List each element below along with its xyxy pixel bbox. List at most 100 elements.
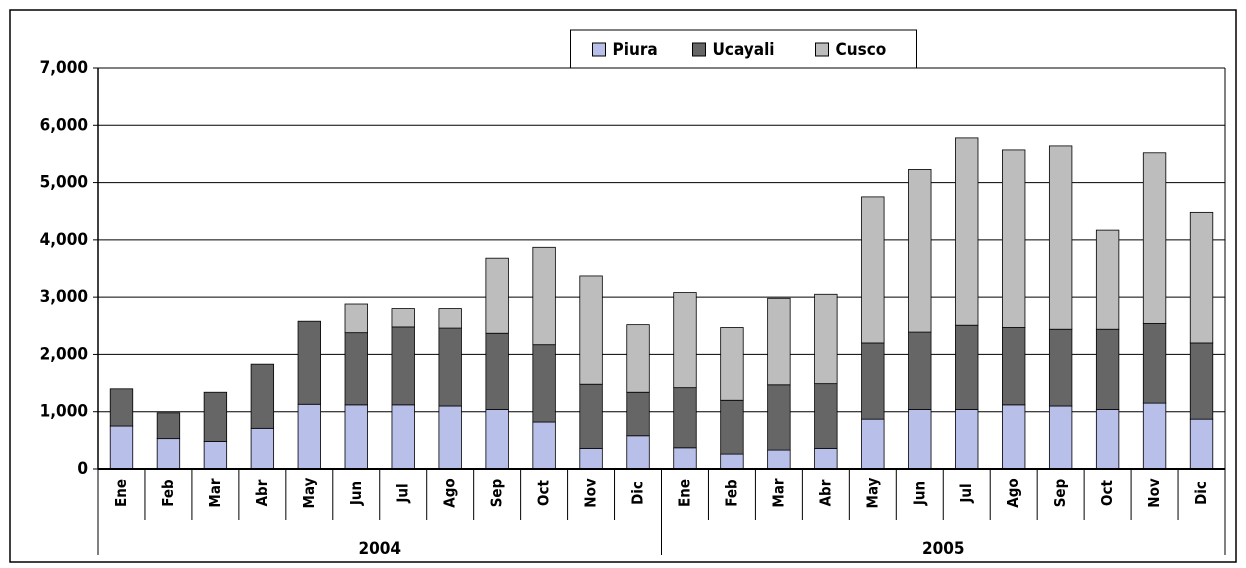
x-tick-label: May xyxy=(300,477,318,508)
bar-segment xyxy=(908,409,932,470)
bar-segment xyxy=(955,409,979,470)
bar-segment xyxy=(391,404,415,470)
bar-segment xyxy=(438,308,462,329)
bar-segment xyxy=(673,447,697,470)
bar-segment xyxy=(626,324,650,393)
bar-segment xyxy=(1048,405,1073,470)
bar-segment xyxy=(720,327,744,401)
x-tick-label: Ago xyxy=(441,478,459,507)
bar-segment xyxy=(485,409,509,470)
bar-segment xyxy=(109,425,134,470)
x-tick-label: Jul xyxy=(394,483,412,503)
bar-segment xyxy=(438,327,462,407)
bar-segment xyxy=(344,332,368,406)
x-tick-label: Abr xyxy=(816,479,834,506)
bar-segment xyxy=(626,435,650,470)
x-tick-label: Dic xyxy=(629,481,647,505)
x-tick-label: Feb xyxy=(159,479,177,507)
bar-segment xyxy=(908,168,932,333)
bar-segment xyxy=(532,344,556,423)
x-tick-label: Sep xyxy=(1051,478,1069,507)
bar-segment xyxy=(1048,328,1073,407)
bar-segment xyxy=(250,427,275,470)
bar-segment xyxy=(344,404,368,470)
x-tick-label: Mar xyxy=(206,478,224,508)
legend-label: Piura xyxy=(613,40,658,60)
bar-segment xyxy=(1095,409,1120,470)
bar-segment xyxy=(1142,402,1167,470)
bar-segment xyxy=(485,257,509,334)
bar-segment xyxy=(626,391,650,437)
bar-segment xyxy=(814,383,838,449)
bar-segment xyxy=(203,441,228,470)
y-tick-label: 0 xyxy=(77,459,88,479)
bar-segment xyxy=(391,308,415,328)
bar-segment xyxy=(579,383,603,449)
x-tick-label: Feb xyxy=(722,479,740,507)
bar-segment xyxy=(955,137,979,326)
bar-segment xyxy=(767,449,791,470)
bar-segment xyxy=(109,388,134,427)
y-tick-label: 1,000 xyxy=(40,402,88,422)
bar-segment xyxy=(579,275,603,385)
x-tick-label: Ago xyxy=(1004,478,1022,507)
bar-segment xyxy=(861,196,885,344)
bar-segment xyxy=(297,403,321,470)
y-tick-label: 6,000 xyxy=(40,115,88,135)
bar-segment xyxy=(438,405,462,470)
bar-segment xyxy=(156,412,181,440)
bar-segment xyxy=(1095,328,1120,410)
x-tick-label: Nov xyxy=(582,478,600,508)
x-tick-label: Ene xyxy=(675,479,693,507)
bar-segment xyxy=(767,384,791,451)
bar-segment xyxy=(1189,211,1214,344)
bar-segment xyxy=(391,326,415,406)
bar-segment xyxy=(1095,229,1120,330)
frame xyxy=(9,9,1237,563)
group-label: 2004 xyxy=(358,539,401,559)
bar-segment xyxy=(814,293,838,385)
bar-segment xyxy=(532,246,556,346)
bar-segment xyxy=(1189,418,1214,470)
bar-segment xyxy=(955,324,979,410)
bar-segment xyxy=(908,331,932,410)
bar-segment xyxy=(673,387,697,449)
y-tick-label: 5,000 xyxy=(40,173,88,193)
bar-segment xyxy=(1002,404,1026,470)
bar-segment xyxy=(767,297,791,386)
bar-segment xyxy=(579,447,603,470)
bar-segment xyxy=(1142,152,1167,324)
bar-segment xyxy=(1189,342,1214,420)
legend-label: Cusco xyxy=(836,40,887,60)
y-tick-label: 4,000 xyxy=(40,230,88,250)
bar-segment xyxy=(1002,149,1026,328)
legend-label: Ucayali xyxy=(713,40,775,60)
bar-segment xyxy=(344,303,368,334)
bar-segment xyxy=(720,453,744,470)
legend-box xyxy=(570,29,917,69)
x-tick-label: Ene xyxy=(112,479,130,507)
bar-segment xyxy=(814,447,838,470)
bar-segment xyxy=(673,292,697,389)
x-tick-label: Mar xyxy=(769,478,787,508)
x-tick-label: Oct xyxy=(535,479,553,505)
y-tick-label: 7,000 xyxy=(40,58,88,78)
bar-segment xyxy=(250,363,275,429)
bar-segment xyxy=(1002,327,1026,406)
x-tick-label: Dic xyxy=(1192,481,1210,505)
x-tick-label: Abr xyxy=(253,479,271,506)
x-tick-label: Jul xyxy=(957,483,975,503)
group-label: 2005 xyxy=(922,539,965,559)
x-tick-label: Jun xyxy=(910,481,928,506)
x-tick-label: Jun xyxy=(347,481,365,506)
legend-swatch xyxy=(592,42,606,57)
bar-segment xyxy=(1142,323,1167,404)
legend-swatch xyxy=(692,42,706,57)
bar-segment xyxy=(297,320,321,405)
bar-segment xyxy=(720,399,744,455)
y-tick-label: 3,000 xyxy=(40,287,88,307)
legend-swatch xyxy=(815,42,829,57)
bar-segment xyxy=(532,421,556,470)
